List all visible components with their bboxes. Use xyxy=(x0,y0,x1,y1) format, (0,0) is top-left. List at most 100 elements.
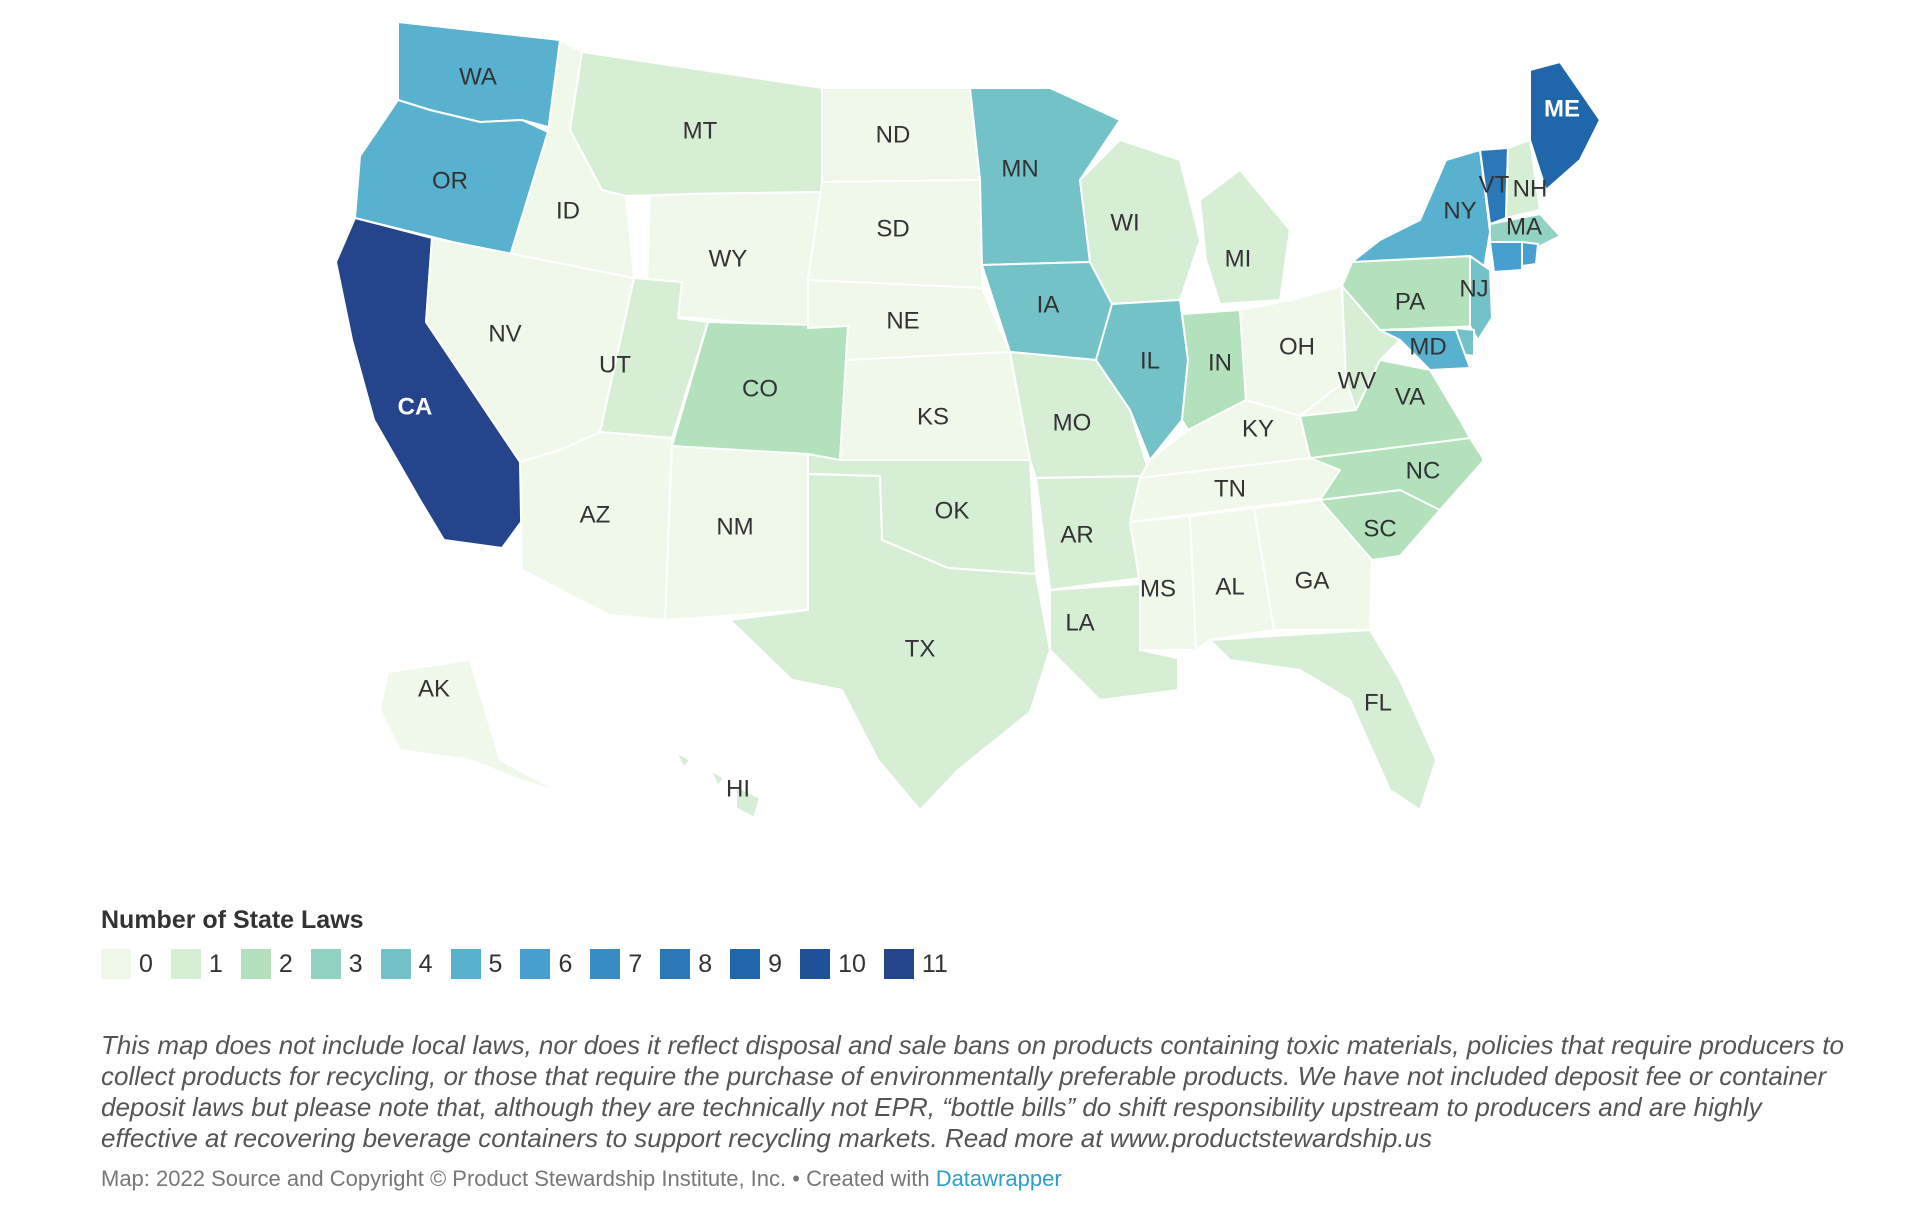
state-wi[interactable] xyxy=(1079,139,1201,305)
state-label-ny: NY xyxy=(1443,197,1476,224)
legend-value: 11 xyxy=(921,949,948,978)
state-label-hi: HI xyxy=(726,775,750,802)
state-il[interactable] xyxy=(1095,299,1189,461)
state-label-wv: WV xyxy=(1338,367,1377,394)
legend-value: 6 xyxy=(558,949,573,978)
legend-item: 0 xyxy=(101,949,153,979)
state-label-in: IN xyxy=(1208,349,1232,376)
legend-value: 0 xyxy=(139,949,153,978)
legend-swatch xyxy=(240,949,271,979)
state-label-tx: TX xyxy=(905,635,936,662)
state-label-wy: WY xyxy=(709,245,748,272)
state-ak[interactable] xyxy=(379,659,561,793)
legend-swatch xyxy=(170,949,201,979)
state-ms[interactable] xyxy=(1129,515,1197,651)
state-label-az: AZ xyxy=(580,501,611,528)
legend-swatch xyxy=(883,949,914,979)
legend-swatch xyxy=(800,949,831,979)
legend: Number of State Laws 0 1 2 3 4 5 6 7 8 9 10 11 xyxy=(101,906,966,979)
state-label-ne: NE xyxy=(886,307,919,334)
state-label-oh: OH xyxy=(1279,333,1315,360)
state-label-ms: MS xyxy=(1140,575,1176,602)
state-label-md: MD xyxy=(1409,333,1446,360)
legend-swatch xyxy=(590,949,621,979)
map-canvas: WA OR CA ID NV MT WY UT CO AZ NM ND SD NE KS OK TX MN IA MO… xyxy=(335,21,1601,819)
state-label-ca: CA xyxy=(398,393,433,420)
legend-item: 6 xyxy=(520,949,572,979)
state-label-nm: NM xyxy=(716,513,753,540)
state-label-ma: MA xyxy=(1506,213,1542,240)
state-label-fl: FL xyxy=(1364,689,1392,716)
legend-swatch xyxy=(310,949,341,979)
legend-value: 4 xyxy=(418,949,433,978)
legend-swatch xyxy=(450,949,481,979)
state-label-ok: OK xyxy=(935,497,970,524)
state-hi[interactable] xyxy=(675,751,761,819)
state-label-nj: NJ xyxy=(1459,275,1488,302)
state-label-ia: IA xyxy=(1037,291,1060,318)
legend-item: 10 xyxy=(800,949,866,979)
legend-value: 1 xyxy=(208,949,223,978)
state-label-ak: AK xyxy=(418,675,450,702)
state-label-mo: MO xyxy=(1053,409,1092,436)
state-label-mn: MN xyxy=(1001,155,1038,182)
legend-swatch xyxy=(101,949,131,979)
state-ri[interactable] xyxy=(1521,241,1539,267)
state-label-la: LA xyxy=(1065,609,1094,636)
state-nc[interactable] xyxy=(1309,437,1485,511)
state-label-nv: NV xyxy=(488,320,521,347)
state-label-ar: AR xyxy=(1060,521,1093,548)
legend-item: 5 xyxy=(450,949,503,979)
state-label-pa: PA xyxy=(1395,288,1425,315)
credit-line: Map: 2022 Source and Copyright © Product… xyxy=(101,1166,1062,1192)
state-label-wi: WI xyxy=(1110,209,1139,236)
legend-value: 3 xyxy=(348,949,363,978)
legend-swatch xyxy=(660,949,691,979)
state-label-co: CO xyxy=(742,375,778,402)
legend-value: 8 xyxy=(698,949,713,978)
state-md[interactable] xyxy=(1379,329,1471,371)
legend-value: 7 xyxy=(628,949,643,978)
state-label-ut: UT xyxy=(599,351,631,378)
state-label-nc: NC xyxy=(1406,457,1441,484)
legend-swatch xyxy=(520,949,551,979)
state-nj[interactable] xyxy=(1469,255,1493,341)
state-label-sd: SD xyxy=(876,215,909,242)
legend-item: 1 xyxy=(170,949,223,979)
credit-text: Map: 2022 Source and Copyright © Product… xyxy=(101,1166,936,1191)
legend-value: 5 xyxy=(488,949,503,978)
state-label-tn: TN xyxy=(1214,475,1246,502)
state-nh[interactable] xyxy=(1505,139,1541,219)
state-wy[interactable] xyxy=(645,191,823,329)
legend-value: 10 xyxy=(838,949,866,978)
state-ma[interactable] xyxy=(1489,213,1561,247)
legend-swatch xyxy=(730,949,761,979)
state-tx[interactable] xyxy=(729,473,1051,811)
legend-scale: 0 1 2 3 4 5 6 7 8 9 10 11 xyxy=(101,949,966,979)
legend-swatch xyxy=(380,949,411,979)
state-label-ks: KS xyxy=(917,403,949,430)
state-label-al: AL xyxy=(1215,573,1244,600)
legend-value: 9 xyxy=(768,949,783,978)
state-me[interactable] xyxy=(1529,61,1601,191)
state-mi[interactable] xyxy=(1199,169,1291,305)
legend-item: 2 xyxy=(240,949,293,979)
state-label-ky: KY xyxy=(1242,415,1274,442)
state-al[interactable] xyxy=(1189,507,1275,651)
state-label-sc: SC xyxy=(1363,515,1396,542)
map-footnote: This map does not include local laws, no… xyxy=(101,1030,1844,1153)
state-label-me: ME xyxy=(1544,95,1580,122)
state-ga[interactable] xyxy=(1253,499,1373,631)
state-label-mi: MI xyxy=(1225,245,1252,272)
datawrapper-link[interactable]: Datawrapper xyxy=(935,1166,1062,1191)
legend-value: 2 xyxy=(278,949,293,978)
state-label-nd: ND xyxy=(876,121,911,148)
state-fl[interactable] xyxy=(1209,629,1437,811)
state-label-or: OR xyxy=(432,167,468,194)
legend-item: 7 xyxy=(590,949,642,979)
state-label-va: VA xyxy=(1395,383,1425,410)
legend-item: 9 xyxy=(730,949,782,979)
state-ct[interactable] xyxy=(1489,241,1523,273)
state-label-wa: WA xyxy=(459,63,497,90)
us-state-map: WA OR CA ID NV MT WY UT CO AZ NM ND SD NE KS OK TX MN IA MO… xyxy=(335,21,1601,819)
